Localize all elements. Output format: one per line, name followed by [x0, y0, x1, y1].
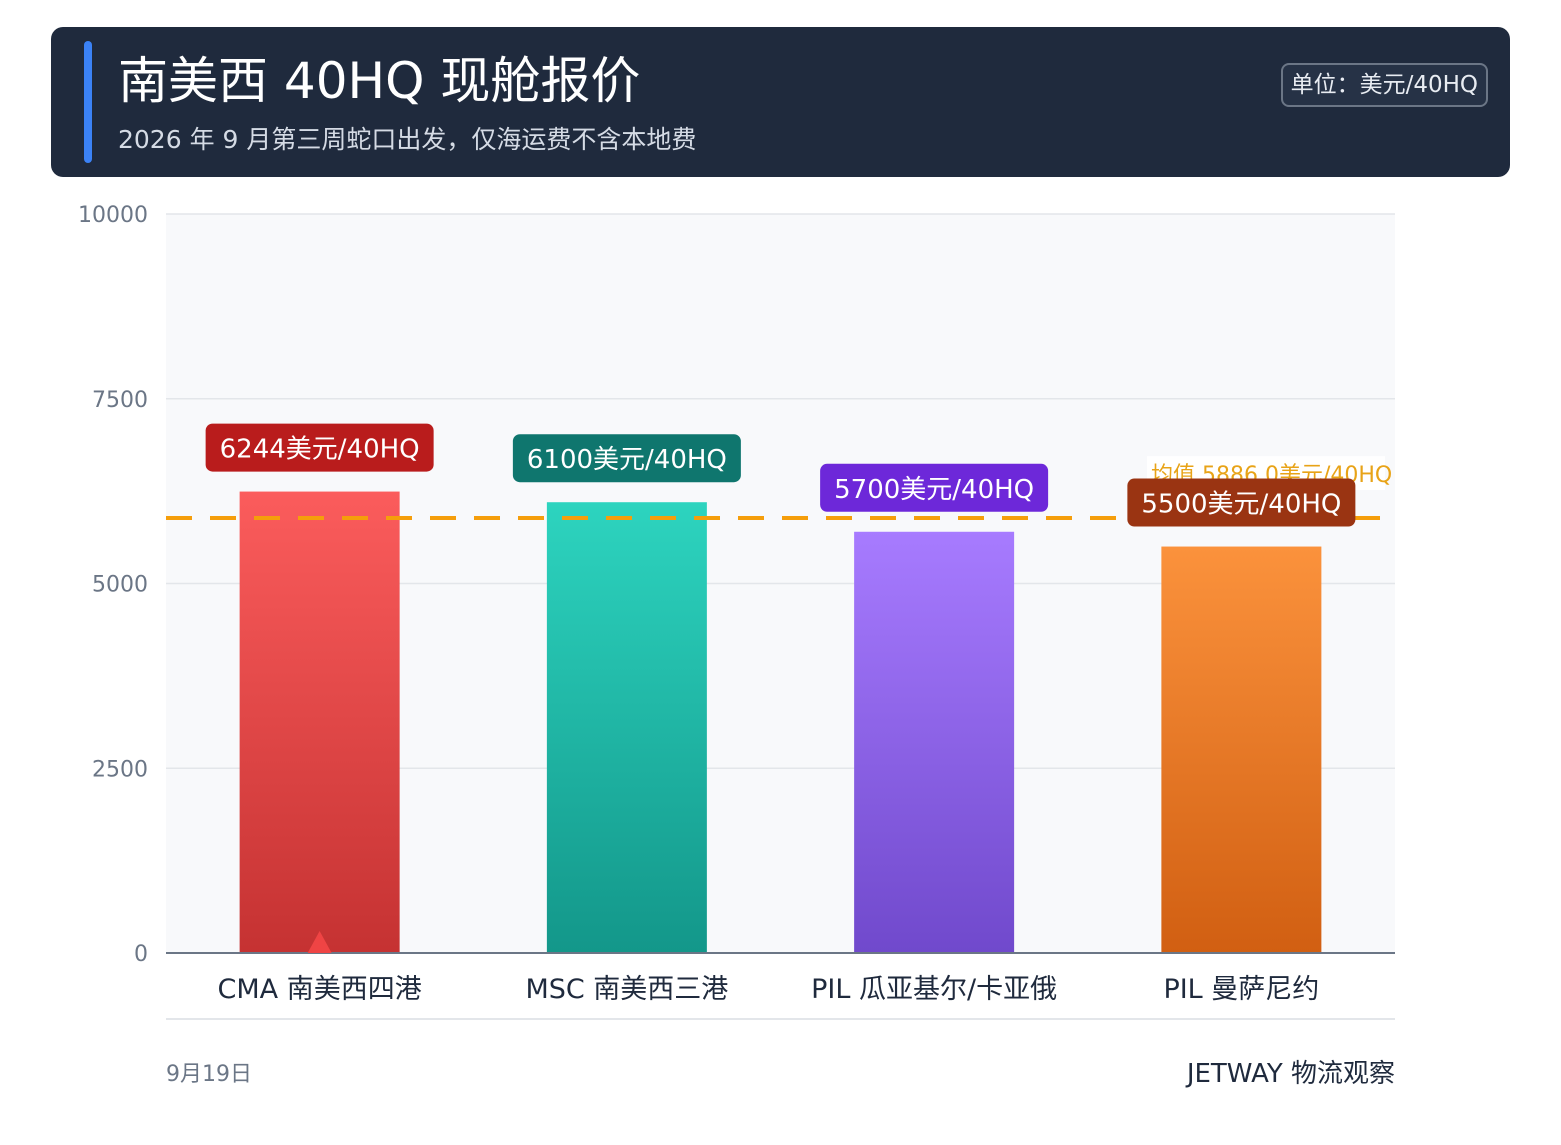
footer-date: 9月19日 [166, 1062, 252, 1087]
page-title: 南美西 40HQ 现舱报价 [118, 52, 641, 110]
value-labels: 6244美元/40HQ 6100美元/40HQ 5700美元/40HQ 5500美元/… [205, 423, 1356, 527]
x-tick-label: CMA 南美西四港 [218, 974, 422, 1005]
bars [239, 491, 1322, 953]
value-label-background [820, 463, 1049, 512]
x-axis-category-labels: CMA 南美西四港 MSC 南美西三港 PIL 瓜亚基尔/卡亚俄 PIL 曼萨尼约 [218, 974, 1320, 1005]
value-label: 5500美元/40HQ [1141, 490, 1341, 520]
y-tick-label: 5000 [92, 573, 148, 598]
highlight-triangle-marker [307, 931, 332, 953]
value-label: 6100美元/40HQ [527, 445, 727, 475]
value-label-background [205, 423, 434, 472]
y-axis-ticks: 0 2500 5000 7500 10000 [78, 203, 148, 967]
value-label-background [1127, 478, 1356, 527]
y-tick-label: 0 [134, 942, 148, 967]
page-subtitle: 2026 年 9 月第三周蛇口出发，仅海运费不含本地费 [118, 125, 697, 154]
x-tick-label: PIL 曼萨尼约 [1163, 974, 1319, 1005]
y-tick-label: 10000 [78, 203, 148, 228]
y-tick-label: 7500 [92, 388, 148, 413]
bar [239, 491, 400, 953]
value-label-background [512, 434, 741, 483]
bar [1161, 546, 1322, 953]
x-tick-label: MSC 南美西三港 [525, 974, 728, 1005]
unit-badge: 单位：美元/40HQ [1280, 63, 1488, 107]
x-tick-label: PIL 瓜亚基尔/卡亚俄 [811, 974, 1057, 1005]
value-label: 6244美元/40HQ [220, 435, 420, 465]
header-panel: 南美西 40HQ 现舱报价 2026 年 9 月第三周蛇口出发，仅海运费不含本地… [51, 27, 1510, 177]
bar [854, 531, 1015, 953]
footer-brand: JETWAY 物流观察 [1186, 1059, 1395, 1089]
bar [546, 502, 707, 953]
y-tick-label: 2500 [92, 757, 148, 782]
value-label: 5700美元/40HQ [834, 475, 1034, 505]
highlight-markers [307, 931, 332, 953]
header-accent-bar [84, 41, 92, 163]
